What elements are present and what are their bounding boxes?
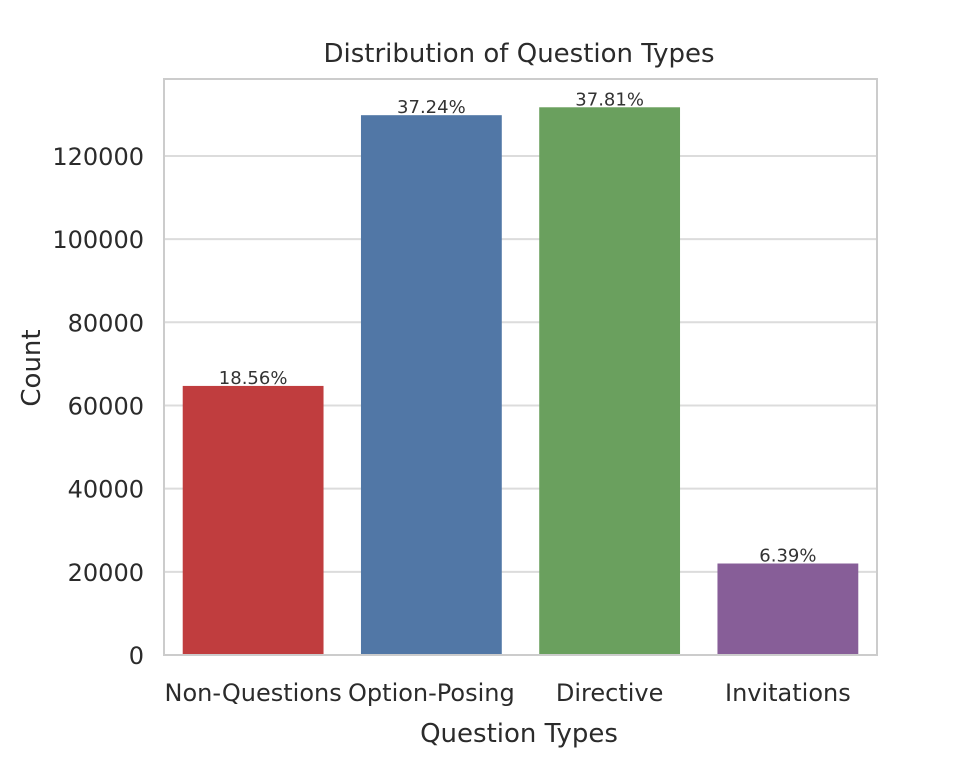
bar-value-label: 37.81% [575, 89, 644, 110]
y-tick-label: 80000 [68, 309, 144, 337]
bar-invitations [717, 563, 859, 655]
chart-title: Distribution of Question Types [323, 39, 714, 69]
x-tick-label: Invitations [725, 679, 851, 707]
y-tick-label: 40000 [68, 476, 144, 504]
y-tick-labels: 0 20000 40000 60000 80000 100000 120000 [52, 143, 144, 670]
bars [182, 107, 859, 655]
y-tick-label: 20000 [68, 559, 144, 587]
bar-non-questions [182, 385, 324, 655]
y-tick-label: 0 [129, 642, 144, 670]
x-axis-title: Question Types [420, 719, 618, 749]
bar-value-label: 37.24% [397, 97, 466, 118]
x-tick-labels: Non-Questions Option-Posing Directive Invit… [165, 679, 851, 707]
bar-directive [539, 107, 681, 655]
x-tick-label: Non-Questions [165, 679, 342, 707]
y-tick-label: 100000 [52, 226, 144, 254]
plot-frame [163, 78, 878, 656]
bar-value-label: 6.39% [759, 546, 816, 567]
x-tick-label: Directive [556, 679, 664, 707]
y-tick-label: 120000 [52, 143, 144, 171]
y-tick-label: 60000 [68, 392, 144, 420]
bar-option-posing [360, 115, 502, 655]
bar-value-labels: 18.56% 37.24% 37.81% 6.39% [219, 89, 817, 566]
y-axis-title: Count [17, 329, 47, 406]
bar-value-label: 18.56% [219, 368, 288, 389]
x-tick-label: Option-Posing [348, 679, 515, 707]
